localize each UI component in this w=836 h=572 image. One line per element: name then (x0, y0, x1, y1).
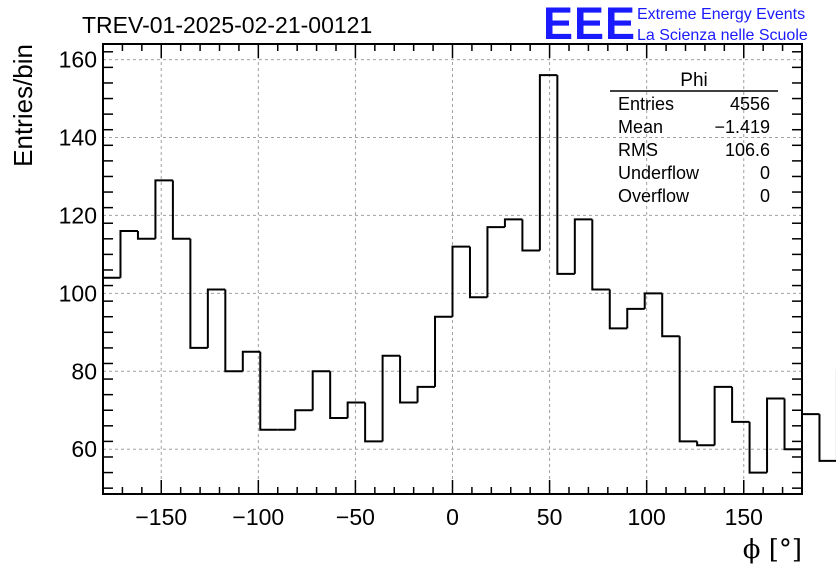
histogram-bin (154, 179, 173, 239)
histogram-bin (224, 289, 243, 373)
histogram-bin (818, 414, 836, 462)
histogram-bin (661, 293, 680, 338)
stats-title: Phi (680, 70, 707, 91)
logo-line-2: La Scienza nelle Scuole (637, 27, 808, 44)
histogram-bin (294, 409, 313, 430)
histogram-bin (241, 350, 261, 372)
x-axis-label: ϕ [°] (743, 535, 802, 565)
histogram-bin (451, 245, 470, 317)
histogram-bin (696, 441, 715, 447)
histogram-bin (329, 371, 348, 420)
histogram-bin (556, 75, 575, 275)
x-tick-label: −50 (336, 504, 375, 530)
y-tick-label: 80 (71, 358, 97, 384)
stats-box: Phi Entries 4556 Mean −1.419 RMS 106.6 Underfl… (610, 70, 778, 206)
histogram-bin (119, 230, 138, 278)
histogram-bin (573, 218, 593, 274)
histogram-bin (416, 385, 436, 403)
stats-row-label: Overflow (618, 186, 690, 206)
y-axis-label: Entries/bin (8, 44, 38, 167)
x-tick-label: 150 (725, 504, 763, 530)
histogram-bin (748, 421, 768, 474)
histogram-bin (766, 397, 785, 473)
histogram-bin (643, 292, 663, 309)
histogram-bin (364, 402, 383, 443)
histogram-bin (538, 74, 558, 251)
histogram-bin (591, 219, 610, 291)
stats-row-label: Entries (618, 94, 674, 114)
histogram-bin (434, 315, 453, 387)
histogram-bin (171, 180, 191, 240)
logo-mark: EEE (543, 0, 636, 49)
stats-row-value: −1.419 (714, 117, 770, 137)
histogram-bin (608, 289, 628, 330)
histogram-bin (626, 307, 645, 329)
y-tick-label: 100 (59, 280, 97, 306)
eee-logo: EEE Extreme Energy Events La Scienza nel… (543, 0, 808, 49)
histogram-bin (136, 231, 156, 240)
stats-row-value: 4556 (730, 94, 770, 114)
chart-title: TREV-01-2025-02-21-00121 (82, 12, 372, 38)
x-tick-label: 50 (537, 504, 563, 530)
stats-row-value: 106.6 (725, 140, 770, 160)
histogram-bin (259, 351, 278, 431)
histogram-bin (783, 398, 802, 451)
histogram-bin (521, 219, 540, 252)
histogram-bin (731, 386, 750, 423)
histogram-bin (801, 413, 820, 450)
stats-row-value: 0 (760, 163, 770, 183)
stats-row-label: Underflow (618, 163, 700, 183)
y-tick-label: 160 (59, 47, 97, 73)
histogram-bin (102, 276, 121, 494)
histogram-bin (346, 401, 366, 419)
histogram-bin (311, 370, 331, 411)
histogram-bin (678, 336, 698, 443)
axis-ticks (102, 44, 803, 494)
y-tick-label: 120 (59, 202, 97, 228)
y-tick-label: 140 (59, 125, 97, 151)
stats-rows: Entries 4556 Mean −1.419 RMS 106.6 Underflow 0 O… (618, 94, 770, 206)
stats-row-label: RMS (618, 140, 658, 160)
x-tick-label: 0 (446, 504, 459, 530)
grid (103, 44, 802, 494)
stats-row-label: Mean (618, 117, 663, 137)
histogram-bin (503, 218, 523, 228)
x-tick-label: −150 (135, 504, 187, 530)
x-tick-label: 100 (627, 504, 665, 530)
histogram-bin (713, 385, 733, 446)
histogram-bin (381, 354, 401, 442)
x-tick-labels: −150 −100 −50 0 50 100 150 (135, 504, 763, 530)
y-tick-labels: 60 80 100 120 140 160 (59, 47, 97, 463)
x-tick-label: −100 (232, 504, 284, 530)
histogram-bin (189, 238, 208, 349)
histogram-bin (468, 246, 488, 299)
y-tick-label: 60 (71, 436, 97, 462)
histogram-bin (399, 355, 418, 404)
logo-line-1: Extreme Energy Events (637, 6, 805, 23)
stats-row-value: 0 (760, 186, 770, 206)
histogram-bin (486, 226, 505, 298)
histogram-bin (206, 288, 226, 348)
